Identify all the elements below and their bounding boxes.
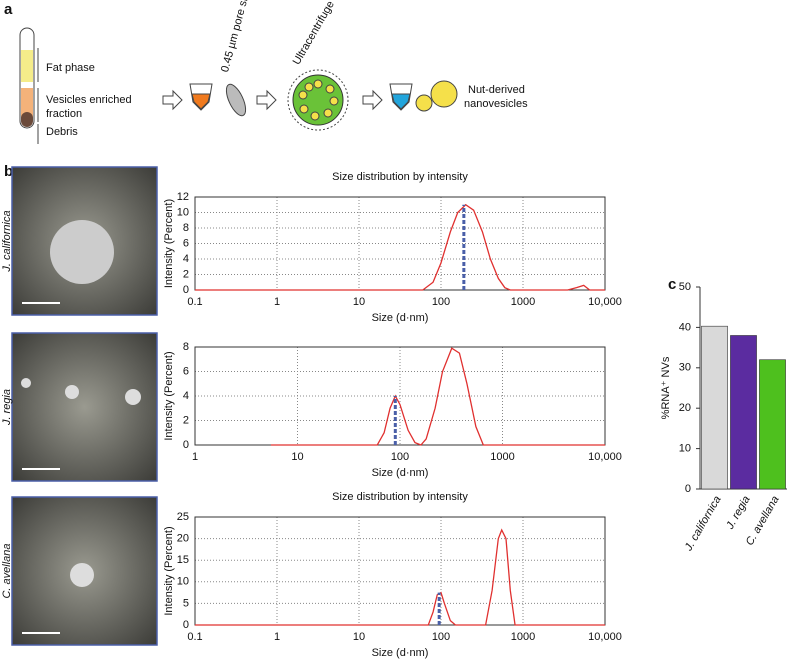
curve (195, 203, 605, 291)
x-tick-label: 10 (353, 631, 365, 643)
y-tick-label: 0 (183, 439, 189, 451)
y-tick-label: 6 (183, 237, 189, 249)
x-axis-label: Size (d·nm) (372, 467, 429, 479)
x-tick-label: 10,000 (588, 451, 622, 463)
x-tick-label: 10 (291, 451, 303, 463)
x-tick-label: 1 (274, 296, 280, 308)
panel-label: b (4, 163, 13, 180)
y-tick-label: 20 (679, 402, 691, 414)
y-axis-label: Intensity (Percent) (163, 199, 175, 288)
x-tick-label: 1 (192, 451, 198, 463)
micrographs (11, 166, 158, 646)
panel-label: c (668, 276, 676, 293)
x-axis-label: Size (d·nm) (372, 647, 429, 659)
product-label: Nut-derived (468, 84, 525, 96)
x-tick-label: J. regia (724, 494, 753, 532)
bar (701, 325, 728, 490)
y-axis-label: Intensity (Percent) (163, 351, 175, 440)
x-tick-label: 1000 (490, 451, 514, 463)
y-tick-label: 5 (183, 597, 189, 609)
y-tick-label: 0 (685, 483, 691, 495)
y-tick-label: 6 (183, 365, 189, 377)
y-axis-label: Intensity (Percent) (163, 526, 175, 615)
species-label: J. californica (1, 210, 13, 272)
species-label: C. avellana (1, 543, 13, 598)
x-tick-label: 10 (353, 296, 365, 308)
flow-diagram (162, 69, 458, 131)
x-tick-label: 100 (432, 631, 450, 643)
x-tick-label: 100 (432, 296, 450, 308)
y-tick-label: 15 (177, 554, 189, 566)
y-tick-label: 50 (679, 281, 691, 293)
x-tick-label: 0.1 (187, 296, 202, 308)
panel-label: a (4, 1, 13, 18)
bar (730, 335, 757, 490)
x-tick-label: 1000 (511, 631, 535, 643)
y-tick-label: 30 (679, 362, 691, 374)
tube-label: fraction (46, 108, 82, 120)
y-tick-label: 10 (679, 443, 691, 455)
y-tick-label: 2 (183, 414, 189, 426)
x-tick-label: 1 (274, 631, 280, 643)
curve (195, 528, 605, 626)
y-tick-label: 8 (183, 222, 189, 234)
curve (270, 347, 605, 446)
tube-label: Fat phase (46, 62, 95, 74)
x-tick-label: J. californica (682, 494, 723, 554)
y-tick-label: 40 (679, 321, 691, 333)
x-tick-label: 10,000 (588, 631, 622, 643)
filter-label: 0.45 µm pore size (219, 0, 253, 74)
y-tick-label: 2 (183, 268, 189, 280)
y-tick-label: 12 (177, 191, 189, 203)
chart-title: Size distribution by intensity (332, 171, 468, 183)
x-tick-label: 1000 (511, 296, 535, 308)
y-tick-label: 10 (177, 576, 189, 588)
chart-title: Size distribution by intensity (332, 491, 468, 503)
plot-frame (194, 516, 606, 626)
y-tick-label: 20 (177, 533, 189, 545)
y-tick-label: 10 (177, 206, 189, 218)
tube-label: Debris (46, 126, 78, 138)
y-tick-label: 0 (183, 619, 189, 631)
x-tick-label: 100 (391, 451, 409, 463)
product-label: nanovesicles (464, 98, 528, 110)
y-tick-label: 4 (183, 390, 189, 402)
bar (759, 359, 786, 490)
x-tick-label: 10,000 (588, 296, 622, 308)
plot-frame (194, 346, 606, 446)
y-tick-label: 25 (177, 511, 189, 523)
y-tick-label: 4 (183, 253, 189, 265)
y-axis-label: %RNA⁺ NVs (660, 356, 672, 419)
tube (19, 27, 39, 144)
species-label: J. regia (1, 389, 13, 426)
centrifuge-label: Ultracentrifuge (291, 0, 337, 67)
y-tick-label: 8 (183, 341, 189, 353)
x-tick-label: 0.1 (187, 631, 202, 643)
y-tick-label: 0 (183, 284, 189, 296)
tube-label: Vesicles enriched (46, 94, 132, 106)
x-axis-label: Size (d·nm) (372, 312, 429, 324)
